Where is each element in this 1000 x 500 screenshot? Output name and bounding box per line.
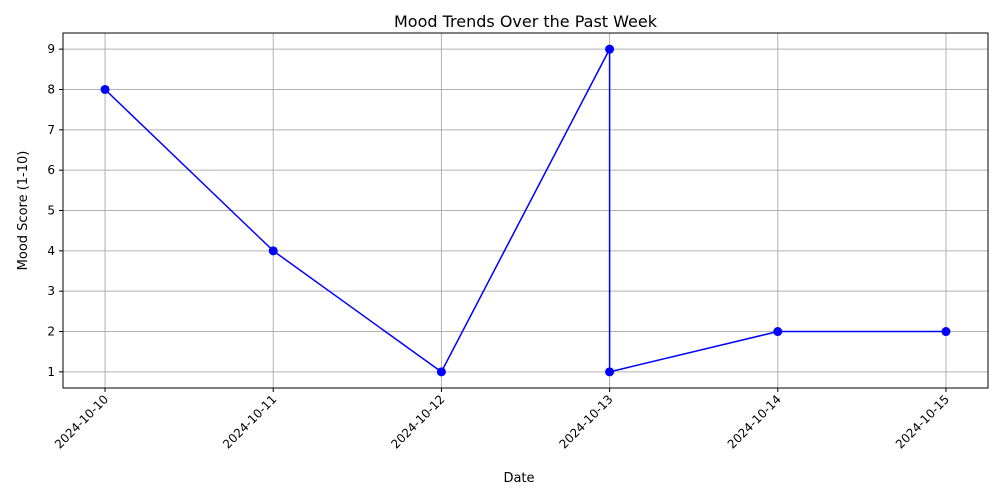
x-axis-label: Date [503, 471, 534, 486]
grid-layer [63, 33, 988, 388]
mood-data-point [941, 327, 951, 337]
y-tick-label: 8 [47, 82, 55, 96]
y-tick-label: 4 [47, 244, 55, 258]
y-tick-label: 2 [47, 325, 55, 339]
ticks-layer: 2024-10-10 2024-10-11 2024-10-12 2024-10-13… [47, 42, 952, 451]
plot-frame [62, 32, 989, 389]
x-tick-label: 2024-10-11 [220, 392, 279, 451]
y-tick-label: 1 [47, 365, 55, 379]
x-tick-label: 2024-10-15 [893, 392, 952, 451]
x-tick-label: 2024-10-14 [725, 392, 784, 451]
mood-data-point [268, 246, 278, 256]
y-axis-label: Mood Score (1-10) [16, 151, 31, 271]
mood-data-point [605, 44, 615, 54]
mood-data-point [605, 367, 615, 377]
x-tick-label: 2024-10-12 [388, 392, 447, 451]
y-tick-label: 9 [47, 42, 55, 56]
mood-data-point [436, 367, 446, 377]
x-tick-label: 2024-10-10 [52, 392, 111, 451]
y-tick-label: 3 [47, 284, 55, 298]
mood-data-point [100, 84, 110, 94]
y-tick-label: 6 [47, 163, 55, 177]
x-tick-label: 2024-10-13 [556, 392, 615, 451]
y-tick-label: 7 [47, 123, 55, 137]
chart-title: Mood Trends Over the Past Week [394, 12, 658, 31]
series-layer [100, 44, 951, 377]
mood-data-point [773, 327, 783, 337]
y-tick-label: 5 [47, 204, 55, 218]
